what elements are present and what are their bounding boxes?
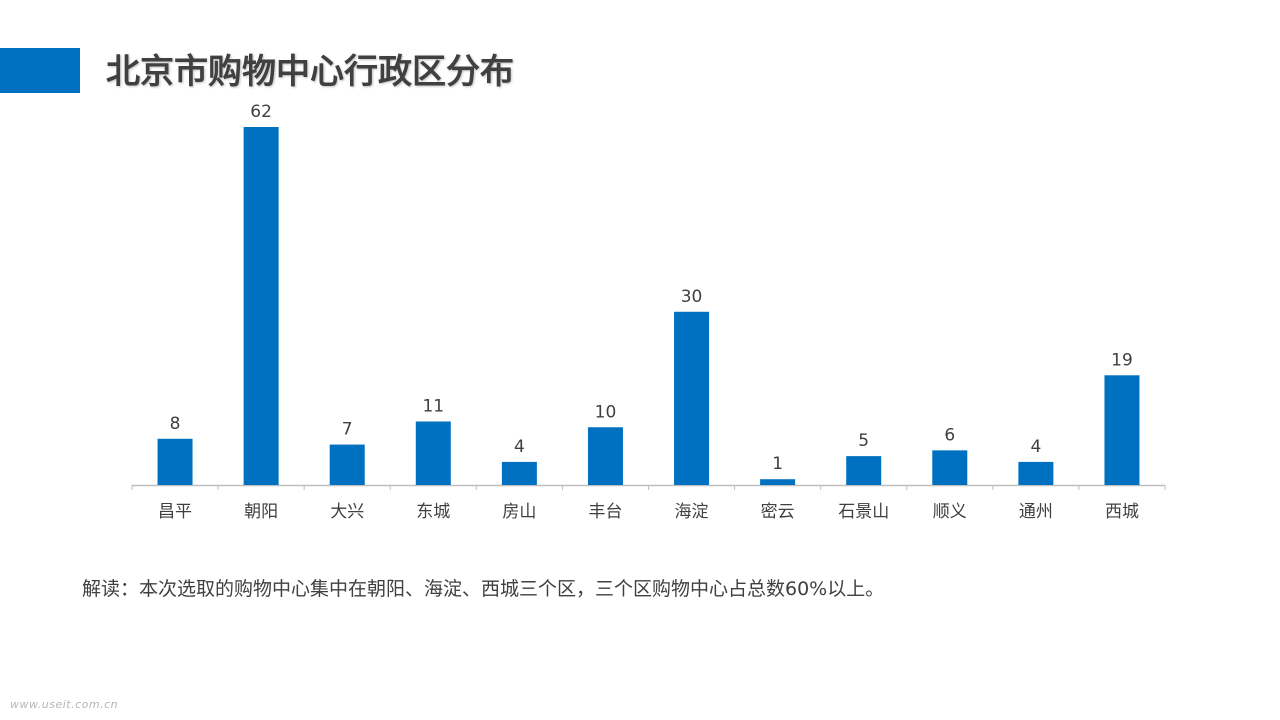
x-tick-label: 昌平 [158,502,192,522]
data-label: 30 [681,287,703,307]
x-tick-label: 朝阳 [244,502,278,522]
bar-12 [1104,375,1140,485]
data-label: 4 [514,437,525,457]
bar-8 [760,479,796,485]
bar-4 [415,421,451,485]
data-label: 1 [772,454,783,474]
x-tick-label: 海淀 [675,502,709,522]
bar-3 [329,444,365,485]
bar-11 [1018,461,1054,485]
data-label: 10 [595,402,617,422]
chart-interpretation-note: 解读：本次选取的购物中心集中在朝阳、海淀、西城三个区，三个区购物中心占总数60%… [82,578,885,600]
bar-2 [243,127,279,485]
data-label: 11 [422,396,444,416]
x-tick-label: 密云 [761,502,795,522]
data-label: 62 [250,102,272,122]
x-tick-label: 大兴 [330,502,364,522]
bar-5 [501,461,537,485]
bar-7 [674,311,710,485]
bar-chart: 8 昌平 62 朝阳 7 大兴 11 东城 4 房山 10 丰台 30 海淀 1 密云 5 石景山 6 顺义 4 通州 19… [131,102,1166,522]
x-tick-label: 顺义 [933,502,967,522]
title-accent-bar [0,48,80,93]
x-tick-label: 东城 [416,502,450,522]
data-label: 7 [342,420,353,440]
bar-10 [932,450,968,485]
x-tick-label: 房山 [502,502,536,522]
page-title: 北京市购物中心行政区分布 [106,52,514,92]
data-label: 8 [170,414,181,434]
data-label: 19 [1111,350,1133,370]
data-label: 5 [858,431,869,451]
x-tick-label: 西城 [1105,502,1139,522]
x-tick-label: 丰台 [588,502,622,522]
data-label: 4 [1030,437,1041,457]
bar-6 [587,427,623,485]
x-tick-label: 石景山 [838,502,889,522]
bar-9 [846,456,882,485]
watermark: www.useit.com.cn [10,698,119,711]
x-tick-label: 通州 [1019,502,1053,522]
bar-1 [157,438,193,485]
data-label: 6 [944,425,955,445]
